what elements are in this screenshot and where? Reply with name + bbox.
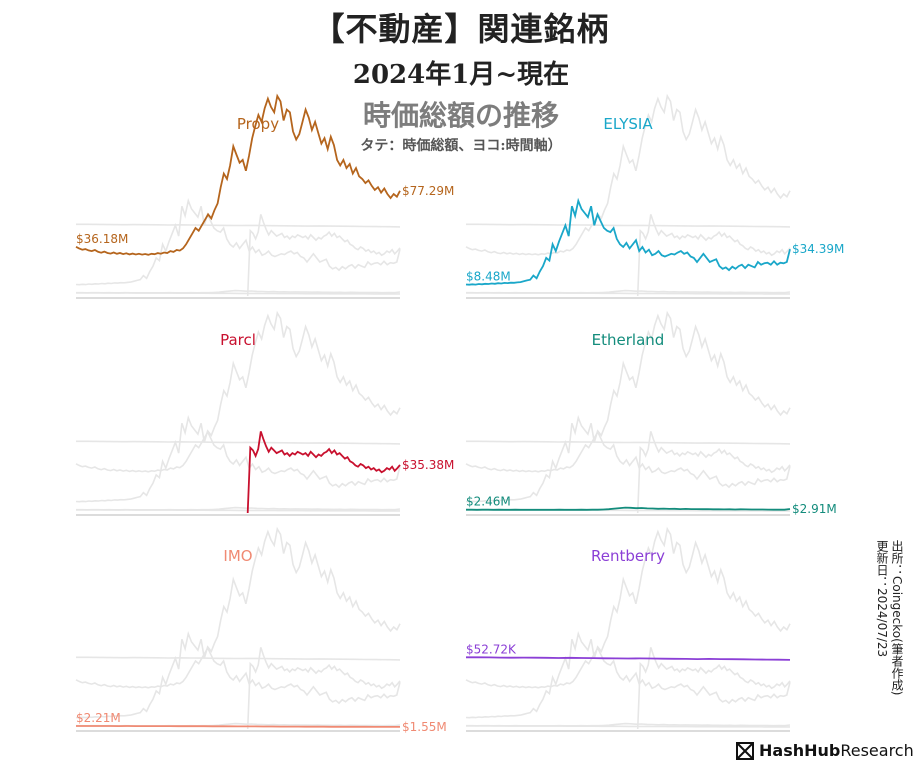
- ghost-line-parcl: [636, 647, 791, 730]
- hashhub-logo-icon: [736, 741, 754, 760]
- updated-line: 更新日：2024/07/23: [875, 540, 889, 658]
- end-value-label: $35.38M: [402, 458, 454, 472]
- panel-title: Rentberry: [591, 547, 665, 565]
- ghost-line-elysia: [75, 415, 401, 503]
- series-line-rentberry: [466, 656, 791, 661]
- ghost-line-propy: [465, 526, 791, 689]
- ghost-line-propy: [465, 93, 791, 256]
- series-line-parcl: [246, 431, 401, 514]
- ghost-line-imo: [466, 292, 790, 295]
- ghost-line-elysia: [75, 631, 401, 719]
- panel-etherland: Etherland $2.46M $2.91M: [465, 310, 837, 516]
- ghost-line-elysia: [75, 198, 401, 286]
- panel-title: Parcl: [220, 331, 256, 349]
- series-line-elysia: [465, 197, 791, 286]
- panel-title: ELYSIA: [603, 115, 653, 133]
- panel-imo: IMO $2.21M $1.55M: [75, 526, 447, 734]
- panel-title: IMO: [223, 547, 252, 565]
- ghost-line-rentberry: [76, 656, 401, 661]
- source-line: 出所：Coingecko(筆者作成): [890, 540, 904, 696]
- ghost-line-imo: [466, 725, 790, 728]
- ghost-line-propy: [75, 310, 401, 473]
- ghost-line-parcl: [246, 214, 401, 297]
- brand-name-bold: HashHub: [759, 741, 841, 760]
- page-title: 【不動産】関連銘柄: [312, 10, 610, 48]
- ghost-line-imo: [76, 509, 400, 512]
- source-note: 出所：Coingecko(筆者作成) 更新日：2024/07/23: [874, 540, 904, 695]
- ghost-line-rentberry: [76, 223, 401, 228]
- series-line-imo: [76, 725, 400, 728]
- start-value-label: $2.21M: [76, 711, 121, 725]
- end-value-label: $1.55M: [402, 720, 447, 734]
- panel-title: Propy: [237, 115, 279, 133]
- end-value-label: $2.91M: [792, 502, 837, 516]
- end-value-label: $77.29M: [402, 184, 454, 198]
- ghost-line-parcl: [246, 647, 401, 730]
- ghost-line-propy: [465, 310, 791, 473]
- series-line-etherland: [466, 506, 791, 511]
- start-value-label: $8.48M: [466, 269, 511, 283]
- panel-rentberry: Rentberry $52.72K: [465, 526, 791, 732]
- ghost-line-elysia: [465, 631, 791, 719]
- page-subtitle: 2024年1月~現在: [352, 60, 570, 90]
- ghost-line-elysia: [465, 415, 791, 503]
- panel-parcl: Parcl $35.38M: [75, 310, 454, 516]
- panel-title: Etherland: [592, 331, 665, 349]
- panel-elysia: ELYSIA $8.48M $34.39M: [465, 93, 844, 299]
- ghost-line-parcl: [636, 214, 791, 297]
- start-value-label: $36.18M: [76, 232, 128, 246]
- ghost-line-rentberry: [466, 440, 791, 445]
- ghost-line-parcl: [636, 431, 791, 514]
- ghost-line-imo: [76, 292, 400, 295]
- series-line-propy: [75, 93, 401, 256]
- ghost-line-propy: [75, 526, 401, 689]
- start-value-label: $52.72K: [466, 642, 517, 656]
- axis-note: タテ：時価総額、ヨコ:時間軸）: [360, 138, 562, 154]
- start-value-label: $2.46M: [466, 495, 511, 509]
- ghost-line-rentberry: [466, 223, 791, 228]
- end-value-label: $34.39M: [792, 242, 844, 256]
- ghost-line-rentberry: [76, 440, 401, 445]
- panel-propy: Propy $36.18M $77.29M: [75, 93, 454, 299]
- page-subtitle-2: 時価総額の推移: [362, 99, 559, 132]
- brand-name-regular: Research: [840, 741, 914, 760]
- brand-logo: HashHub Research: [736, 741, 914, 760]
